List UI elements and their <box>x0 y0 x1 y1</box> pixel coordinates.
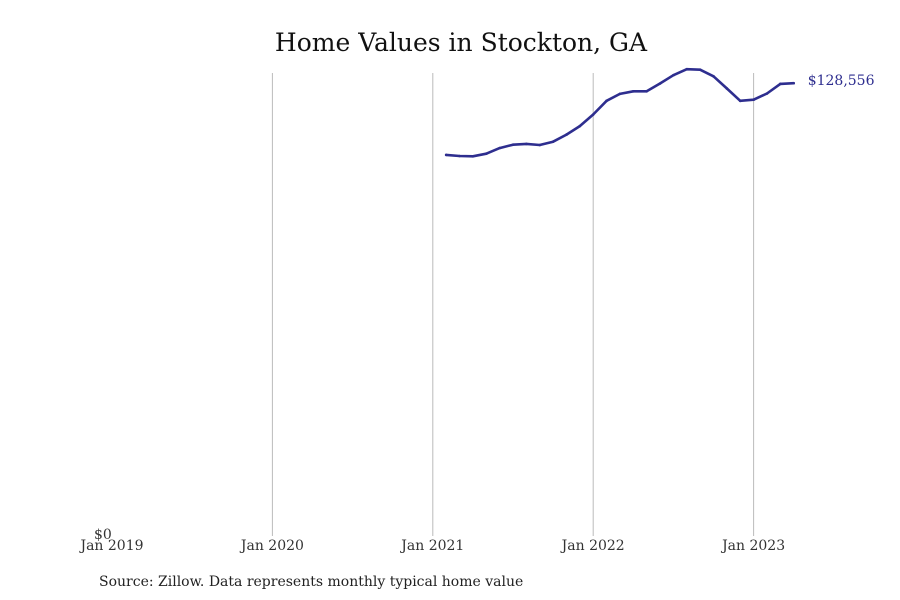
data-point <box>698 68 702 72</box>
series-layer <box>444 67 796 158</box>
data-point <box>792 81 795 85</box>
data-point <box>685 67 689 71</box>
data-point <box>765 92 769 95</box>
data-point <box>645 90 648 93</box>
data-point <box>752 98 755 102</box>
data-point <box>712 75 715 78</box>
data-point <box>565 133 568 136</box>
data-point <box>591 113 595 116</box>
data-point <box>658 82 662 85</box>
grid-lines <box>271 73 755 536</box>
x-tick-label: Jan 2022 <box>560 538 625 554</box>
data-point <box>525 142 528 146</box>
x-tick-label: Jan 2020 <box>239 538 304 554</box>
data-point <box>578 124 582 128</box>
x-axis-ticks: Jan 2019 Jan 2020 Jan 2021 Jan 2022 Jan 2023 <box>78 538 785 554</box>
data-point <box>538 143 542 147</box>
data-point <box>725 87 729 90</box>
data-point <box>672 73 675 77</box>
y-axis-ticks: $0 <box>94 527 112 543</box>
data-point <box>444 153 448 157</box>
data-point <box>471 154 475 158</box>
data-point <box>605 99 608 103</box>
data-point <box>498 146 501 150</box>
data-point <box>458 154 461 158</box>
series-line <box>444 67 796 158</box>
data-point <box>551 140 555 143</box>
y-tick-label: $0 <box>94 527 112 543</box>
source-note: Source: Zillow. Data represents monthly … <box>99 574 523 590</box>
x-tick-label: Jan 2023 <box>720 538 785 554</box>
data-point <box>511 143 515 147</box>
end-value-label: $128,556 <box>808 73 875 89</box>
data-point <box>632 90 635 93</box>
x-tick-label: Jan 2019 <box>78 538 143 554</box>
data-point <box>618 92 622 96</box>
data-point <box>779 82 782 86</box>
data-point <box>484 152 488 156</box>
x-tick-label: Jan 2021 <box>399 538 464 554</box>
chart-title: Home Values in Stockton, GA <box>275 28 648 57</box>
data-point <box>738 99 742 103</box>
